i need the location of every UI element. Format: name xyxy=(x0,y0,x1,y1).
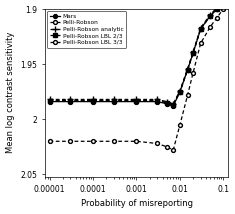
Pelli-Robson LBL 3/3 xyxy=(112,140,115,143)
Line: Pelli-Robson: Pelli-Robson xyxy=(48,0,225,107)
Pelli-Robson LBL 2/3 xyxy=(222,1,225,4)
Pelli-Robson analytic xyxy=(199,27,202,29)
Line: Mars: Mars xyxy=(48,1,225,108)
Pelli-Robson analytic xyxy=(112,98,115,101)
Mars xyxy=(69,100,72,103)
Pelli-Robson LBL 3/3 xyxy=(172,149,175,151)
Line: Pelli-Robson LBL 3/3: Pelli-Robson LBL 3/3 xyxy=(48,7,225,152)
Pelli-Robson analytic xyxy=(179,89,181,92)
Pelli-Robson LBL 2/3 xyxy=(156,99,159,102)
Line: Pelli-Robson analytic: Pelli-Robson analytic xyxy=(47,0,226,106)
Pelli-Robson LBL 2/3 xyxy=(69,99,72,102)
Mars xyxy=(156,100,159,103)
Pelli-Robson analytic xyxy=(69,98,72,101)
Pelli-Robson LBL 2/3 xyxy=(172,104,175,106)
Pelli-Robson xyxy=(172,104,175,106)
Pelli-Robson xyxy=(48,99,51,102)
Pelli-Robson xyxy=(179,91,181,93)
Pelli-Robson LBL 2/3 xyxy=(199,28,202,30)
Pelli-Robson xyxy=(209,14,212,17)
Pelli-Robson LBL 2/3 xyxy=(179,91,181,93)
Pelli-Robson LBL 3/3 xyxy=(69,140,72,143)
Mars xyxy=(112,100,115,103)
Pelli-Robson xyxy=(215,8,218,10)
Mars xyxy=(172,105,175,107)
Pelli-Robson analytic xyxy=(186,67,189,70)
Line: Pelli-Robson LBL 2/3: Pelli-Robson LBL 2/3 xyxy=(48,0,225,107)
Pelli-Robson LBL 3/3 xyxy=(222,8,225,10)
Pelli-Robson LBL 3/3 xyxy=(179,123,181,126)
Pelli-Robson LBL 2/3 xyxy=(192,52,194,54)
Pelli-Robson LBL 3/3 xyxy=(186,94,189,96)
Pelli-Robson LBL 3/3 xyxy=(135,140,138,143)
Pelli-Robson LBL 3/3 xyxy=(209,25,212,28)
Pelli-Robson xyxy=(186,68,189,71)
Pelli-Robson LBL 3/3 xyxy=(199,42,202,45)
Pelli-Robson analytic xyxy=(92,98,94,101)
Mars xyxy=(186,68,189,71)
Pelli-Robson xyxy=(199,28,202,30)
Pelli-Robson LBL 3/3 xyxy=(215,17,218,19)
X-axis label: Probability of misreporting: Probability of misreporting xyxy=(81,199,193,208)
Pelli-Robson xyxy=(222,1,225,4)
Pelli-Robson analytic xyxy=(165,100,168,103)
Pelli-Robson analytic xyxy=(192,51,194,53)
Mars xyxy=(222,2,225,5)
Pelli-Robson xyxy=(112,99,115,102)
Pelli-Robson LBL 3/3 xyxy=(48,140,51,143)
Pelli-Robson xyxy=(165,101,168,104)
Pelli-Robson LBL 3/3 xyxy=(92,140,94,143)
Mars xyxy=(192,52,194,54)
Pelli-Robson analytic xyxy=(222,0,225,3)
Mars xyxy=(165,103,168,105)
Legend: Mars, Pelli-Robson, Pelli-Robson analytic, Pelli-Robson LBL 2/3, Pelli-Robson LB: Mars, Pelli-Robson, Pelli-Robson analyti… xyxy=(47,11,126,48)
Pelli-Robson LBL 2/3 xyxy=(165,101,168,104)
Pelli-Robson LBL 2/3 xyxy=(48,99,51,102)
Pelli-Robson LBL 2/3 xyxy=(135,99,138,102)
Pelli-Robson analytic xyxy=(172,103,175,105)
Pelli-Robson LBL 2/3 xyxy=(112,99,115,102)
Pelli-Robson LBL 2/3 xyxy=(209,14,212,17)
Mars xyxy=(215,8,218,10)
Pelli-Robson xyxy=(92,99,94,102)
Pelli-Robson analytic xyxy=(48,98,51,101)
Pelli-Robson LBL 2/3 xyxy=(186,68,189,71)
Mars xyxy=(199,28,202,30)
Pelli-Robson analytic xyxy=(215,7,218,9)
Pelli-Robson LBL 2/3 xyxy=(215,8,218,10)
Mars xyxy=(48,100,51,103)
Pelli-Robson xyxy=(156,99,159,102)
Y-axis label: Mean log contrast sensitivity: Mean log contrast sensitivity xyxy=(6,32,15,153)
Pelli-Robson LBL 3/3 xyxy=(156,142,159,145)
Pelli-Robson analytic xyxy=(156,98,159,101)
Pelli-Robson analytic xyxy=(135,98,138,101)
Mars xyxy=(135,100,138,103)
Pelli-Robson xyxy=(192,52,194,54)
Pelli-Robson analytic xyxy=(209,13,212,16)
Pelli-Robson LBL 2/3 xyxy=(92,99,94,102)
Mars xyxy=(209,14,212,17)
Pelli-Robson xyxy=(135,99,138,102)
Pelli-Robson xyxy=(69,99,72,102)
Mars xyxy=(92,100,94,103)
Pelli-Robson LBL 3/3 xyxy=(192,72,194,74)
Pelli-Robson LBL 3/3 xyxy=(165,146,168,148)
Mars xyxy=(179,91,181,93)
